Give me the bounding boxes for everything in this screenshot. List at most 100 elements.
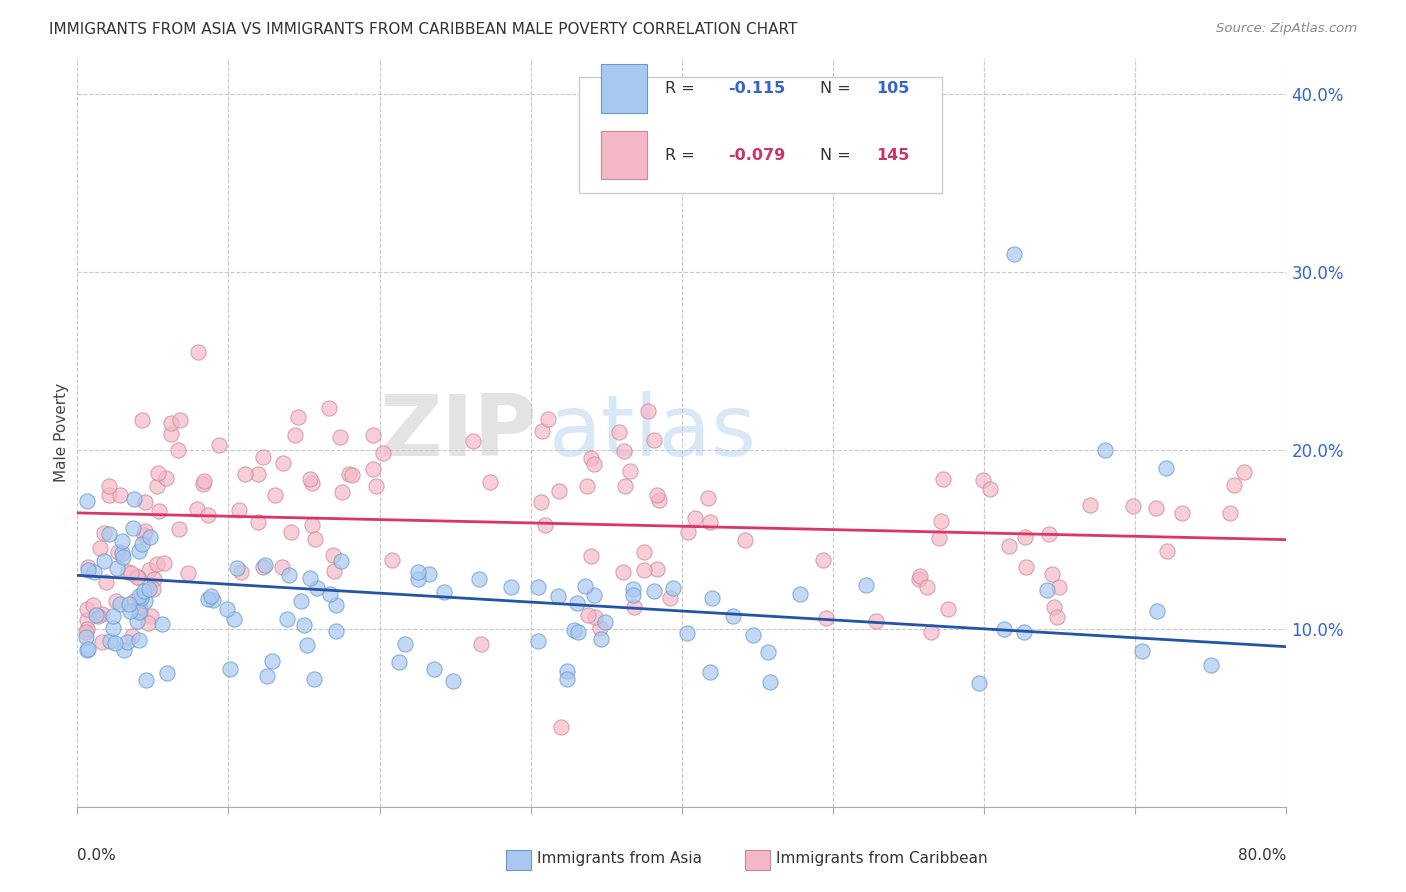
Point — [318, 401, 340, 415]
Text: 145: 145 — [876, 147, 910, 162]
Point — [1130, 644, 1153, 658]
Point — [76, 642, 98, 657]
Point — [107, 545, 129, 559]
Point — [75, 630, 97, 644]
Text: 0.0%: 0.0% — [77, 848, 117, 863]
Y-axis label: Male Poverty: Male Poverty — [53, 383, 69, 483]
Point — [537, 411, 560, 425]
Point — [499, 580, 522, 594]
Point — [284, 427, 307, 442]
Point — [83, 565, 105, 579]
Point — [224, 612, 246, 626]
Point — [128, 590, 150, 604]
Point — [645, 562, 668, 576]
Point — [111, 533, 134, 548]
Point — [696, 491, 718, 505]
Point — [1233, 465, 1256, 479]
Point — [276, 612, 298, 626]
Point — [197, 508, 219, 522]
Point — [186, 502, 208, 516]
Point — [138, 582, 160, 596]
Point — [128, 632, 150, 647]
Point — [120, 566, 142, 580]
Point — [142, 573, 165, 587]
Point — [683, 511, 706, 525]
Point — [229, 565, 252, 579]
Point — [169, 522, 191, 536]
Point — [75, 625, 97, 640]
Point — [361, 462, 384, 476]
Text: IMMIGRANTS FROM ASIA VS IMMIGRANTS FROM CARIBBEAN MALE POVERTY CORRELATION CHART: IMMIGRANTS FROM ASIA VS IMMIGRANTS FROM … — [49, 22, 797, 37]
Point — [127, 614, 149, 628]
Point — [928, 531, 950, 545]
Point — [108, 488, 131, 502]
Point — [325, 624, 347, 638]
Point — [583, 457, 606, 471]
Point — [105, 561, 128, 575]
Point — [135, 673, 157, 687]
Point — [145, 479, 167, 493]
Point — [134, 528, 156, 542]
Point — [131, 413, 153, 427]
Point — [533, 518, 555, 533]
Point — [1156, 543, 1178, 558]
Point — [633, 563, 655, 577]
Point — [371, 445, 394, 459]
Point — [82, 599, 104, 613]
Point — [155, 470, 177, 484]
Point — [1171, 506, 1194, 520]
Point — [228, 503, 250, 517]
Point — [408, 572, 430, 586]
Point — [550, 720, 572, 734]
Point — [77, 559, 100, 574]
Point — [160, 426, 183, 441]
Point — [177, 566, 200, 581]
Point — [1014, 530, 1036, 544]
Point — [1199, 657, 1222, 672]
Point — [323, 564, 346, 578]
Point — [578, 608, 600, 623]
Point — [595, 615, 617, 629]
Point — [1015, 560, 1038, 574]
Point — [661, 581, 683, 595]
Point — [121, 521, 143, 535]
Point — [77, 563, 100, 577]
Point — [270, 559, 292, 574]
Point — [329, 429, 352, 443]
Point — [319, 587, 342, 601]
Point — [111, 550, 134, 565]
Point — [337, 467, 360, 481]
Point — [576, 479, 599, 493]
Point — [361, 428, 384, 442]
Point — [325, 599, 347, 613]
Point — [811, 553, 834, 567]
Point — [734, 533, 756, 548]
Point — [967, 675, 990, 690]
Point — [340, 468, 363, 483]
Point — [979, 483, 1001, 497]
Point — [131, 537, 153, 551]
Point — [299, 472, 322, 486]
Point — [993, 622, 1015, 636]
Point — [1122, 499, 1144, 513]
Point — [200, 590, 222, 604]
Point — [191, 476, 214, 491]
Point — [908, 569, 931, 583]
Point — [643, 583, 665, 598]
Point — [299, 571, 322, 585]
Point — [329, 554, 352, 568]
Point — [619, 464, 641, 478]
FancyBboxPatch shape — [600, 130, 647, 179]
Point — [565, 596, 588, 610]
Point — [132, 584, 155, 599]
Point — [364, 479, 387, 493]
Point — [908, 572, 931, 586]
Point — [304, 532, 326, 546]
Point — [591, 632, 613, 646]
Point — [76, 494, 98, 508]
Point — [134, 524, 156, 538]
Point — [91, 635, 114, 649]
Point — [84, 608, 107, 623]
Text: Source: ZipAtlas.com: Source: ZipAtlas.com — [1216, 22, 1357, 36]
Point — [93, 525, 115, 540]
